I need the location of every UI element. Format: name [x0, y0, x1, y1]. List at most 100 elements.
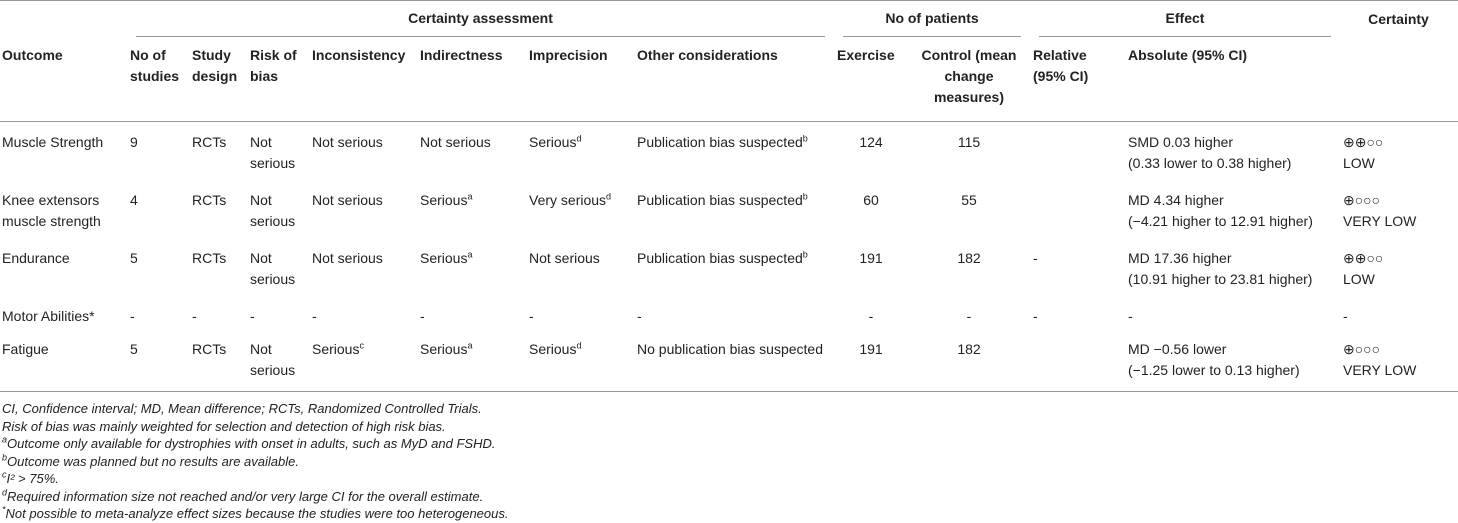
column-header: Study design: [190, 37, 248, 122]
cell-text: No publication bias suspected: [637, 341, 824, 357]
footnote-mark: a: [467, 191, 473, 202]
cell-text: 4: [130, 192, 138, 208]
cell-text: Not serious: [312, 134, 383, 150]
table-cell: MD −0.56 lower (−1.25 lower to 0.13 highe…: [1126, 329, 1341, 392]
group-header-row: Certainty assessment No of patients Effect…: [0, 0, 1458, 122]
cell-text: 182: [957, 250, 981, 266]
group-header: Certainty assessment: [128, 0, 835, 37]
group-label: Effect: [1165, 10, 1205, 26]
table-cell: Not serious: [418, 122, 527, 181]
cell-text: -: [420, 308, 425, 324]
table-cell: Seriousc: [310, 329, 418, 392]
table-cell: Seriousa: [418, 329, 527, 392]
table-row: Fatigue 5 RCTs Not serious Seriousc Seriousa S…: [0, 329, 1458, 392]
column-header: Indirectness: [418, 37, 527, 122]
table-cell: -: [835, 296, 909, 329]
table-cell: 55: [909, 180, 1031, 238]
column-label: Control (mean change measures): [921, 47, 1017, 105]
table-cell: 191: [835, 238, 909, 296]
table-cell: 124: [835, 122, 909, 181]
table-cell: Publication bias suspectedb: [635, 238, 835, 296]
column-label: Imprecision: [529, 47, 608, 63]
footnote-mark: c: [359, 340, 364, 351]
cell-line: MD 17.36 higher: [1128, 250, 1232, 266]
table-cell: -: [1341, 296, 1458, 329]
footnote-mark: a: [2, 434, 8, 445]
column-header: Outcome: [0, 37, 128, 122]
cell-text: -: [250, 308, 255, 324]
table-cell: Very seriousd: [527, 180, 635, 238]
cell-text: Serious: [420, 192, 468, 208]
cell-text: Serious: [420, 341, 468, 357]
cell-text: Not serious: [420, 134, 491, 150]
cell-line: LOW: [1343, 155, 1375, 171]
cell-line: VERY LOW: [1343, 213, 1417, 229]
footnote-mark: b: [802, 133, 808, 144]
cell-text: Motor Abilities*: [2, 308, 95, 324]
column-header: Exercise: [835, 37, 909, 122]
table-cell: -: [909, 296, 1031, 329]
cell-text: -: [966, 308, 972, 324]
footnote-text: Not possible to meta-analyze effect size…: [5, 506, 509, 521]
footnote: aOutcome only available for dystrophies …: [2, 435, 1458, 453]
table-cell: Fatigue: [0, 329, 128, 392]
cell-text: Not serious: [250, 192, 296, 229]
table-cell: ⊕⊕○○ LOW: [1341, 122, 1458, 181]
cell-line: (0.33 lower to 0.38 higher): [1128, 155, 1292, 171]
column-header: No of studies: [128, 37, 190, 122]
table-cell: -: [635, 296, 835, 329]
table-cell: [1031, 329, 1126, 392]
table-cell: Not serious: [248, 180, 310, 238]
cell-line: -: [1343, 308, 1348, 324]
table-cell: -: [310, 296, 418, 329]
cell-text: 5: [130, 341, 138, 357]
table-cell: -: [418, 296, 527, 329]
table-cell: Not serious: [248, 122, 310, 181]
table-cell: Publication bias suspectedb: [635, 122, 835, 181]
group-box: No of patients: [843, 1, 1021, 37]
footnote-text: Required information size not reached an…: [7, 488, 484, 504]
cell-text: 115: [957, 134, 981, 150]
footnotes: CI, Confidence interval; MD, Mean differ…: [0, 392, 1458, 523]
cell-text: -: [868, 308, 874, 324]
cell-text: RCTs: [192, 341, 227, 357]
table-cell: Not serious: [248, 238, 310, 296]
cell-text: -: [637, 308, 642, 324]
cell-line: SMD 0.03 higher: [1128, 134, 1234, 150]
cell-line: (10.91 higher to 23.81 higher): [1128, 271, 1313, 287]
table-cell: ⊕○○○ VERY LOW: [1341, 329, 1458, 392]
table-cell: ⊕⊕○○ LOW: [1341, 238, 1458, 296]
footnote-mark: a: [467, 249, 473, 260]
table-cell: Not serious: [248, 329, 310, 392]
cell-text: 191: [859, 341, 883, 357]
table-cell: 9: [128, 122, 190, 181]
cell-text: Endurance: [2, 250, 70, 266]
footnote: dRequired information size not reached a…: [2, 488, 1458, 506]
cell-text: RCTs: [192, 134, 227, 150]
table-cell: -: [128, 296, 190, 329]
footnote: cI² > 75%.: [2, 470, 1458, 488]
column-header: Control (mean change measures): [909, 37, 1031, 122]
grade-table: Certainty assessment No of patients Effect…: [0, 0, 1458, 392]
group-header: Effect: [1031, 0, 1341, 37]
group-label: Certainty assessment: [408, 10, 553, 26]
footnote-mark: d: [576, 133, 582, 144]
table-cell: Not serious: [527, 238, 635, 296]
table-cell: Seriousa: [418, 180, 527, 238]
cell-line: VERY LOW: [1343, 362, 1417, 378]
cell-text: Not serious: [312, 250, 383, 266]
table-cell: RCTs: [190, 180, 248, 238]
cell-text: -: [1033, 308, 1038, 324]
cell-text: Not serious: [312, 192, 383, 208]
footnote-mark: d: [576, 340, 582, 351]
cell-line: ⊕○○○: [1343, 341, 1381, 357]
cell-text: Publication bias suspected: [637, 192, 803, 208]
table-row: Knee extensors muscle strength 4 RCTs Not s…: [0, 180, 1458, 238]
column-header: Imprecision: [527, 37, 635, 122]
table-row: Endurance 5 RCTs Not serious Not serious Seri…: [0, 238, 1458, 296]
table-cell: RCTs: [190, 122, 248, 181]
cell-text: Serious: [529, 134, 577, 150]
cell-text: Fatigue: [2, 341, 49, 357]
table-cell: -: [527, 296, 635, 329]
